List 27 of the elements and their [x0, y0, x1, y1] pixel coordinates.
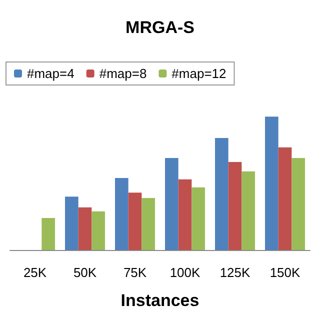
- bar: [215, 138, 228, 250]
- bar: [65, 196, 78, 250]
- bar: [292, 158, 305, 250]
- bar: [228, 162, 242, 250]
- bar: [278, 147, 292, 250]
- x-tick-label: 100K: [170, 265, 200, 280]
- chart-title: MRGA-S: [126, 18, 194, 37]
- x-axis-title: Instances: [120, 291, 200, 310]
- bar: [128, 192, 142, 250]
- bar: [265, 116, 278, 250]
- bar: [165, 158, 178, 250]
- x-tick-label: 150K: [270, 265, 300, 280]
- bar: [92, 211, 105, 250]
- legend-label: #map=4: [27, 66, 74, 81]
- bar: [78, 207, 92, 250]
- bar: [142, 198, 155, 250]
- x-tick-label: 25K: [23, 265, 47, 280]
- bar: [178, 179, 192, 250]
- legend-label: #map=8: [99, 66, 147, 81]
- x-tick-label: 50K: [73, 265, 97, 280]
- bar: [115, 178, 128, 250]
- bar: [42, 218, 55, 250]
- x-tick-label: 125K: [220, 265, 250, 280]
- x-tick-label: 75K: [123, 265, 147, 280]
- bar: [192, 187, 205, 250]
- bar: [242, 171, 255, 250]
- legend-label: #map=12: [172, 66, 226, 81]
